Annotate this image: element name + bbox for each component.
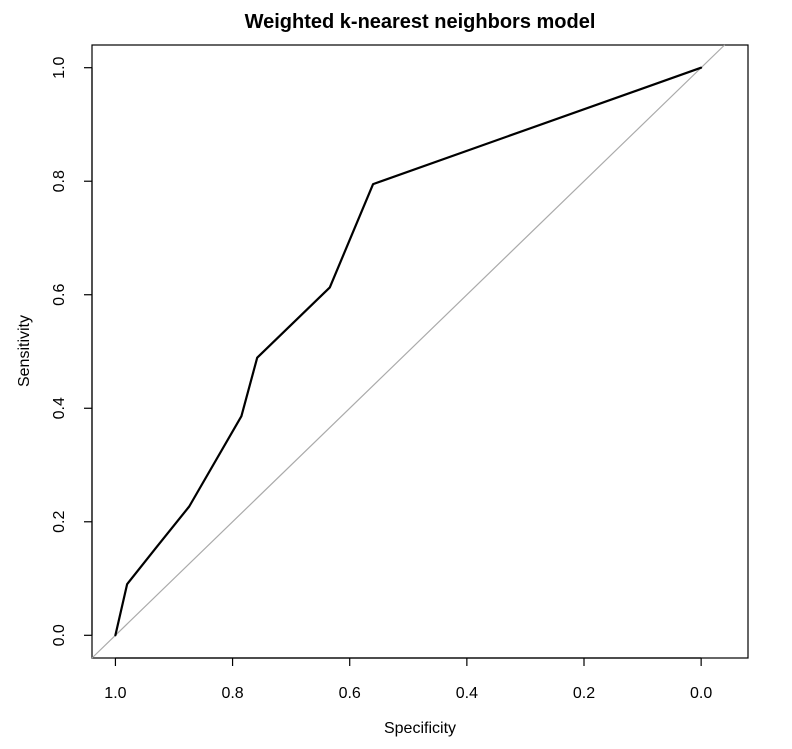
x-axis-label: Specificity [384, 720, 456, 737]
y-tick-label: 0.0 [51, 624, 68, 646]
roc-curve-line [114, 66, 703, 637]
x-tick-label: 0.4 [456, 685, 478, 702]
plot-frame [91, 44, 749, 659]
y-axis-label: Sensitivity [16, 315, 33, 387]
x-tick-label: 0.6 [339, 685, 361, 702]
x-tick-label: 0.0 [690, 685, 712, 702]
y-tick-label: 0.6 [51, 284, 68, 306]
y-tick-label: 1.0 [51, 56, 68, 78]
x-tick-label: 1.0 [104, 685, 126, 702]
y-tick-label: 0.8 [51, 170, 68, 192]
reference-diagonal-line [91, 44, 725, 659]
y-tick-label: 0.4 [51, 397, 68, 419]
y-tick-label: 0.2 [51, 511, 68, 533]
chart-title: Weighted k-nearest neighbors model [245, 11, 596, 33]
x-tick-label: 0.2 [573, 685, 595, 702]
x-tick-label: 0.8 [221, 685, 243, 702]
